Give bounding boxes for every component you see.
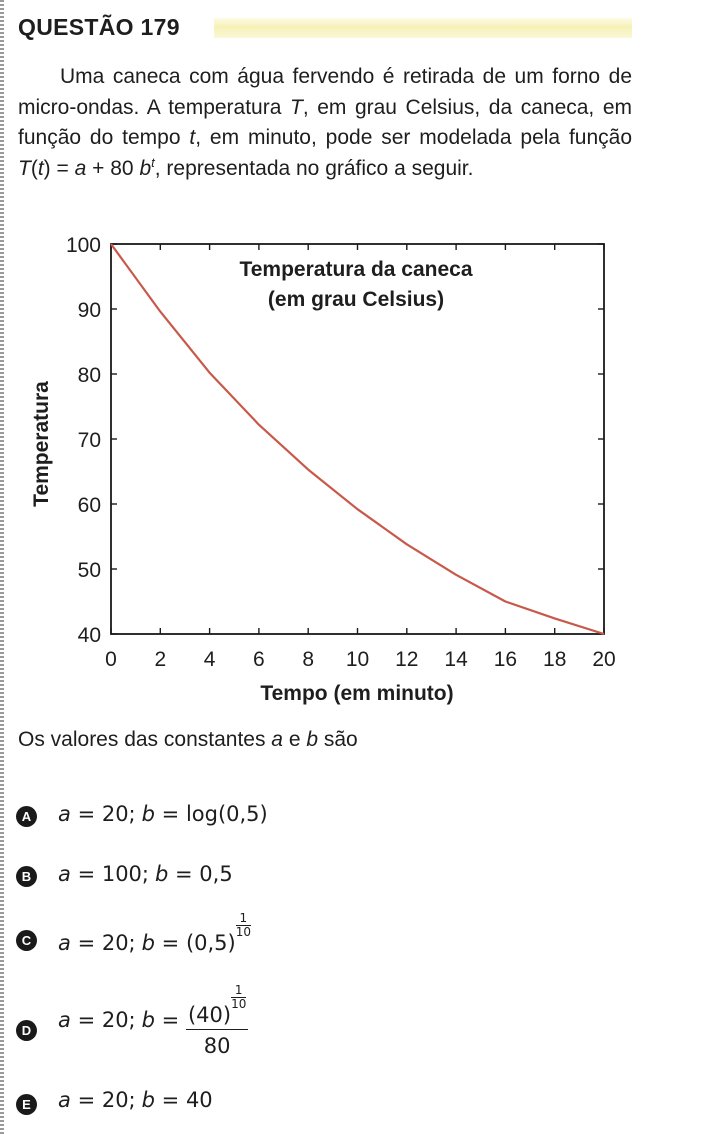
func-close: ) = (43, 156, 75, 180)
y-tick-label: 70 (78, 429, 101, 452)
y-tick-label: 80 (78, 364, 101, 387)
y-tick-label: 90 (78, 299, 101, 322)
header-highlight-band (214, 18, 632, 38)
x-tick-label: 8 (302, 648, 314, 671)
option-e-badge: E (16, 1094, 37, 1115)
option-c-math: a = 20; b = (0,5) 1 10 (58, 911, 252, 955)
func-exponent: t (151, 154, 155, 170)
func-plus: + 80 (86, 156, 140, 180)
statement-text-1: Uma caneca com água fervendo é retirada … (18, 65, 632, 119)
func-T: T (18, 156, 31, 180)
statement-text-4: , representada no gráfico a seguir. (154, 156, 474, 180)
option-a-math: a = 20; b = log(0,5) (58, 802, 268, 826)
option-d-math: a = 20; b = (40) 1 10 80 (58, 983, 249, 1058)
option-e-math: a = 20; b = 40 (58, 1088, 213, 1112)
x-tick-label: 0 (105, 648, 117, 671)
prompt-var-b: b (306, 728, 319, 751)
option-d-badge: D (16, 1020, 37, 1041)
var-T: T (289, 95, 303, 119)
func-b: b (139, 156, 152, 180)
var-t: t (189, 126, 196, 149)
func-a: a (74, 156, 87, 180)
option-c-badge: C (16, 930, 37, 951)
option-a-badge: A (16, 806, 37, 827)
x-axis-label: Tempo (em minuto) (260, 682, 453, 705)
prompt-text-1: Os valores das constantes (18, 728, 272, 751)
statement-text-2: , em grau Celsius, da caneca, em função … (18, 95, 632, 150)
option-d-fraction: (40) 1 10 80 (185, 983, 249, 1058)
question-prompt: Os valores das constantes a e b são (18, 728, 358, 752)
temperature-chart: 0 2 4 6 8 10 12 14 16 18 20 40 50 60 70 80 90 100 Temperat… (30, 234, 616, 705)
question-title: QUESTÃO 179 (18, 14, 180, 40)
option-b-badge: B (16, 866, 37, 887)
y-tick-label: 40 (78, 624, 101, 647)
option-b-math: a = 100; b = 0,5 (58, 862, 233, 886)
prompt-text-2: e (282, 728, 307, 751)
x-tick-label: 12 (395, 648, 418, 671)
prompt-var-a: a (271, 728, 283, 751)
x-tick-label: 2 (154, 648, 166, 671)
y-tick-label: 60 (78, 494, 101, 517)
func-t: t (37, 156, 44, 180)
chart-title: Temperatura da caneca (239, 258, 472, 281)
y-axis-label: Temperatura (30, 381, 53, 507)
prompt-text-3: são (318, 728, 358, 751)
x-tick-label: 14 (444, 648, 468, 671)
y-tick-label: 100 (66, 234, 101, 257)
x-tick-label: 16 (494, 648, 517, 671)
y-tick-label: 50 (78, 559, 101, 582)
option-c-exponent: 1 10 (235, 911, 252, 939)
x-tick-label: 4 (204, 648, 216, 671)
x-tick-label: 18 (543, 648, 566, 671)
chart-subtitle: (em grau Celsius) (268, 288, 444, 311)
func-open: ( (30, 156, 38, 180)
question-statement: Uma caneca com água fervendo é retirada … (18, 62, 632, 184)
statement-text-3: , em minuto, pode ser modelada pela funç… (195, 126, 633, 149)
question-header: QUESTÃO 179 (18, 12, 638, 46)
x-tick-label: 20 (592, 648, 615, 671)
x-tick-label: 6 (253, 648, 265, 671)
x-tick-label: 10 (346, 648, 369, 671)
left-margin-rule (0, 0, 4, 1134)
